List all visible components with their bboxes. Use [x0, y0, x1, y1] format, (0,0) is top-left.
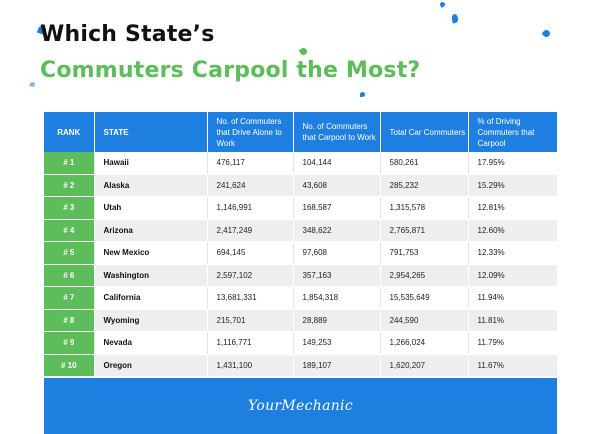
- header-carpool: No. of Commuters that Carpool to Work: [292, 112, 380, 152]
- percent-cell: 12.81%: [467, 196, 557, 220]
- brand-logo: YourMechanic: [248, 398, 353, 414]
- carpool-cell: 43,608: [292, 174, 380, 197]
- total-cell: 2,765,871: [379, 219, 468, 242]
- table-row: # 10 Oregon 1,431,100 189,107 1,620,207 11.67…: [44, 354, 557, 377]
- carpool-cell: 149,253: [292, 331, 380, 355]
- state-cell: Wyoming: [93, 309, 207, 332]
- drive-alone-cell: 476,117: [206, 152, 293, 175]
- state-cell: Hawaii: [93, 152, 207, 175]
- carpool-cell: 348,622: [292, 219, 380, 242]
- carpool-cell: 1,854,318: [292, 286, 380, 310]
- percent-cell: 11.81%: [467, 309, 557, 332]
- carpool-cell: 168,587: [292, 196, 380, 220]
- rank-cell: # 2: [44, 174, 94, 197]
- percent-cell: 12.09%: [467, 264, 557, 287]
- header-percent: % of Driving Commuters that Carpool: [467, 112, 557, 152]
- table-row: # 5 New Mexico 694,145 97,608 791,753 12.33%: [44, 241, 557, 265]
- carpool-table: RANK STATE No. of Commuters that Drive A…: [44, 112, 557, 377]
- total-cell: 580,261: [379, 152, 468, 175]
- state-cell: Alaska: [93, 174, 207, 197]
- header-state: STATE: [93, 112, 207, 152]
- table-row: # 7 California 13,681,331 1,854,318 15,535,6…: [44, 286, 557, 310]
- drive-alone-cell: 241,624: [206, 174, 293, 197]
- confetti-blue-2: [439, 1, 446, 8]
- header-drive-alone: No. of Commuters that Drive Alone to Wor…: [206, 112, 293, 152]
- confetti-blue-6: [29, 81, 36, 88]
- confetti-blue-3: [451, 13, 459, 24]
- state-cell: Nevada: [93, 331, 207, 355]
- state-cell: Utah: [93, 196, 207, 220]
- rank-cell: # 3: [44, 196, 94, 220]
- state-cell: Oregon: [93, 354, 207, 377]
- percent-cell: 11.79%: [467, 331, 557, 355]
- percent-cell: 11.94%: [467, 286, 557, 310]
- page-title-line2: Commuters Carpool the Most?: [40, 58, 421, 83]
- carpool-cell: 104,144: [292, 152, 380, 175]
- rank-cell: # 8: [44, 309, 94, 332]
- drive-alone-cell: 1,116,771: [206, 331, 293, 355]
- percent-cell: 15.29%: [467, 174, 557, 197]
- carpool-cell: 28,889: [292, 309, 380, 332]
- confetti-blue-4: [541, 28, 552, 39]
- carpool-cell: 357,163: [292, 264, 380, 287]
- rank-cell: # 6: [44, 264, 94, 287]
- rank-cell: # 9: [44, 331, 94, 355]
- rank-cell: # 7: [44, 286, 94, 310]
- percent-cell: 11.67%: [467, 354, 557, 377]
- drive-alone-cell: 1,431,100: [206, 354, 293, 377]
- rank-cell: # 1: [44, 152, 94, 175]
- percent-cell: 17.95%: [467, 152, 557, 175]
- title-block: Which State’s Commuters Carpool the Most…: [40, 20, 420, 86]
- total-cell: 15,535,649: [379, 286, 468, 310]
- page-title-line1: Which State’s: [40, 22, 215, 47]
- total-cell: 1,266,024: [379, 331, 468, 355]
- total-cell: 1,620,207: [379, 354, 468, 377]
- total-cell: 791,753: [379, 241, 468, 265]
- state-cell: Washington: [93, 264, 207, 287]
- drive-alone-cell: 1,146,991: [206, 196, 293, 220]
- drive-alone-cell: 2,597,102: [206, 264, 293, 287]
- header-rank: RANK: [44, 112, 94, 152]
- total-cell: 1,315,578: [379, 196, 468, 220]
- rank-cell: # 10: [44, 354, 94, 377]
- drive-alone-cell: 694,145: [206, 241, 293, 265]
- drive-alone-cell: 13,681,331: [206, 286, 293, 310]
- carpool-cell: 97,608: [292, 241, 380, 265]
- state-cell: California: [93, 286, 207, 310]
- table-row: # 6 Washington 2,597,102 357,163 2,954,265 12…: [44, 264, 557, 287]
- table-row: # 9 Nevada 1,116,771 149,253 1,266,024 11.79%: [44, 331, 557, 355]
- state-cell: New Mexico: [93, 241, 207, 265]
- table-header-row: RANK STATE No. of Commuters that Drive A…: [44, 112, 557, 152]
- table-row: # 3 Utah 1,146,991 168,587 1,315,578 12.81%: [44, 196, 557, 220]
- carpool-cell: 189,107: [292, 354, 380, 377]
- state-cell: Arizona: [93, 219, 207, 242]
- confetti-blue-5: [360, 92, 365, 97]
- header-total: Total Car Commuters: [379, 112, 468, 152]
- percent-cell: 12.60%: [467, 219, 557, 242]
- drive-alone-cell: 215,701: [206, 309, 293, 332]
- table-row: # 4 Arizona 2,417,249 348,622 2,765,871 12.60…: [44, 219, 557, 242]
- carpool-table-container: RANK STATE No. of Commuters that Drive A…: [44, 112, 557, 377]
- rank-cell: # 4: [44, 219, 94, 242]
- table-row: # 2 Alaska 241,624 43,608 285,232 15.29%: [44, 174, 557, 197]
- footer-bar: YourMechanic: [44, 378, 557, 434]
- table-row: # 8 Wyoming 215,701 28,889 244,590 11.81%: [44, 309, 557, 332]
- table-row: # 1 Hawaii 476,117 104,144 580,261 17.95%: [44, 152, 557, 175]
- total-cell: 285,232: [379, 174, 468, 197]
- drive-alone-cell: 2,417,249: [206, 219, 293, 242]
- total-cell: 244,590: [379, 309, 468, 332]
- total-cell: 2,954,265: [379, 264, 468, 287]
- percent-cell: 12.33%: [467, 241, 557, 265]
- rank-cell: # 5: [44, 241, 94, 265]
